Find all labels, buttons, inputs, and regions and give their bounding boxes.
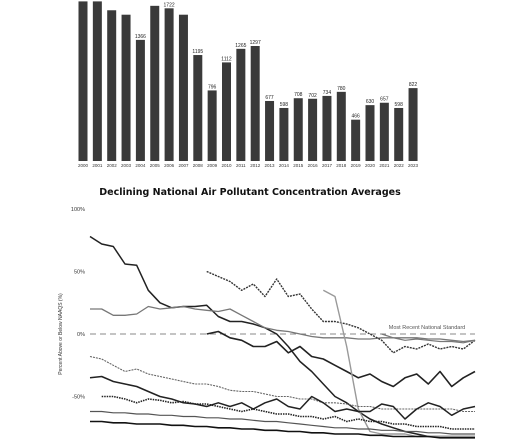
x-tick-label: 2010	[221, 163, 232, 168]
bar-2014	[279, 107, 289, 161]
bar-2002	[107, 10, 117, 161]
bar-value-label: 630	[366, 99, 375, 105]
x-tick-label: 2015	[293, 163, 304, 168]
bar-value-label: 1265	[235, 43, 246, 49]
x-tick-label: 2019	[351, 163, 362, 168]
x-tick-label: 2022	[394, 163, 405, 168]
bar-group: 2000 2001 2002 2003 1366 2004 2005 1722 2006 2007…	[78, 1, 419, 168]
series-line-2	[90, 305, 476, 343]
x-tick-label: 2005	[150, 163, 161, 168]
x-tick-label: 2008	[193, 163, 204, 168]
bar-2013	[265, 100, 275, 161]
bar-value-label: 598	[395, 102, 404, 108]
bar-2019	[351, 119, 361, 161]
x-tick-label: 2007	[178, 163, 189, 168]
series-line-8	[89, 375, 476, 420]
x-tick-label: 2000	[78, 163, 89, 168]
series-line-10	[90, 410, 475, 435]
x-tick-label: 2021	[379, 163, 390, 168]
x-tick-label: 2006	[164, 163, 175, 168]
x-tick-label: 2018	[336, 163, 347, 168]
x-tick-label: 2014	[279, 163, 290, 168]
bar-value-label: 1366	[135, 34, 146, 40]
series-line-11	[90, 420, 475, 439]
bar-value-label: 677	[265, 95, 274, 101]
x-tick-label: 2011	[236, 163, 246, 168]
bar-2017	[322, 95, 332, 161]
bar-2006	[164, 8, 174, 162]
x-tick-label: 2016	[308, 163, 319, 168]
x-tick-label: 2023	[408, 163, 419, 168]
y-tick-label: -50%	[72, 395, 85, 401]
bar-value-label: 780	[337, 86, 346, 92]
x-tick-label: 2001	[92, 163, 103, 168]
y-tick-label: 100%	[71, 207, 85, 213]
y-axis-label: Percent Above or Below NAAQS (%)	[58, 293, 64, 375]
bar-2022	[394, 107, 404, 161]
bar-value-label: 1112	[221, 56, 232, 62]
bar-value-label: 796	[208, 84, 217, 90]
bar-2016	[308, 98, 318, 161]
bar-2007	[178, 14, 188, 161]
x-tick-label: 2020	[365, 163, 376, 168]
bar-value-label: 598	[280, 102, 289, 108]
bar-2004	[135, 39, 145, 161]
bar-2001	[92, 1, 102, 162]
bar-2000	[78, 1, 88, 162]
y-tick-label: 50%	[74, 270, 85, 276]
bar-value-label: 657	[380, 97, 389, 103]
bar-2005	[150, 5, 160, 162]
bar-2015	[293, 98, 303, 161]
line-chart-title: Declining National Air Pollutant Concent…	[99, 187, 401, 198]
series-line-6	[381, 333, 476, 344]
bar-value-label: 1297	[250, 40, 261, 46]
series-line-4	[206, 330, 476, 388]
series-line-7	[89, 355, 475, 413]
bar-2003	[121, 14, 131, 161]
x-tick-label: 2004	[135, 163, 146, 168]
series-line-1	[89, 235, 475, 438]
bar-value-label: 708	[294, 92, 303, 98]
bar-2009	[207, 90, 217, 161]
x-tick-label: 2002	[107, 163, 118, 168]
bar-value-label: 822	[409, 82, 418, 88]
series-line-5	[322, 289, 475, 438]
bar-value-label: 1195	[192, 49, 203, 55]
bar-2012	[250, 46, 260, 161]
bar-2008	[193, 55, 203, 162]
series-group	[89, 235, 476, 439]
bar-value-label: 1722	[164, 2, 175, 8]
reference-line-label: Most Recent National Standard	[389, 325, 465, 331]
y-tick-label: 0%	[77, 332, 85, 338]
x-tick-label: 2009	[207, 163, 218, 168]
bar-value-label: 466	[351, 114, 360, 120]
bar-2011	[236, 48, 246, 161]
bar-2020	[365, 105, 375, 161]
x-tick-label: 2003	[121, 163, 132, 168]
bar-value-label: 734	[323, 90, 332, 96]
bar-value-label: 702	[308, 93, 317, 99]
reference-line-group: Most Recent National Standard	[90, 325, 475, 335]
bar-2023	[408, 88, 418, 161]
y-tick-group: 100% 50% 0% -50%	[71, 207, 85, 401]
x-tick-label: 2017	[322, 163, 333, 168]
x-tick-label: 2012	[250, 163, 261, 168]
bar-2018	[336, 91, 346, 161]
series-line-9	[101, 395, 475, 430]
bar-chart: 2000 2001 2002 2003 1366 2004 2005 1722 2006 2007…	[78, 1, 419, 168]
x-tick-label: 2013	[265, 163, 276, 168]
bar-2010	[222, 62, 231, 161]
bar-2021	[379, 102, 389, 161]
